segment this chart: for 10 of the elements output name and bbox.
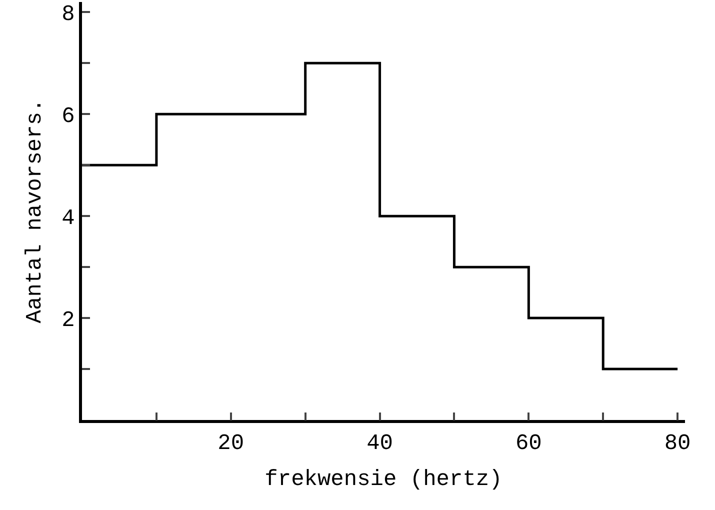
x-tick-label: 80: [664, 431, 691, 456]
y-tick-label: 4: [62, 206, 75, 231]
x-tick-label: 40: [366, 431, 393, 456]
y-tick-label: 2: [62, 308, 75, 333]
x-tick-label: 20: [218, 431, 244, 456]
x-axis-title: frekwensie (hertz): [264, 467, 502, 492]
y-tick-label: 8: [62, 2, 75, 27]
y-axis-title: Aantal navorsers.: [22, 98, 48, 324]
y-tick-label: 6: [62, 104, 75, 129]
x-tick-label: 60: [515, 431, 542, 456]
